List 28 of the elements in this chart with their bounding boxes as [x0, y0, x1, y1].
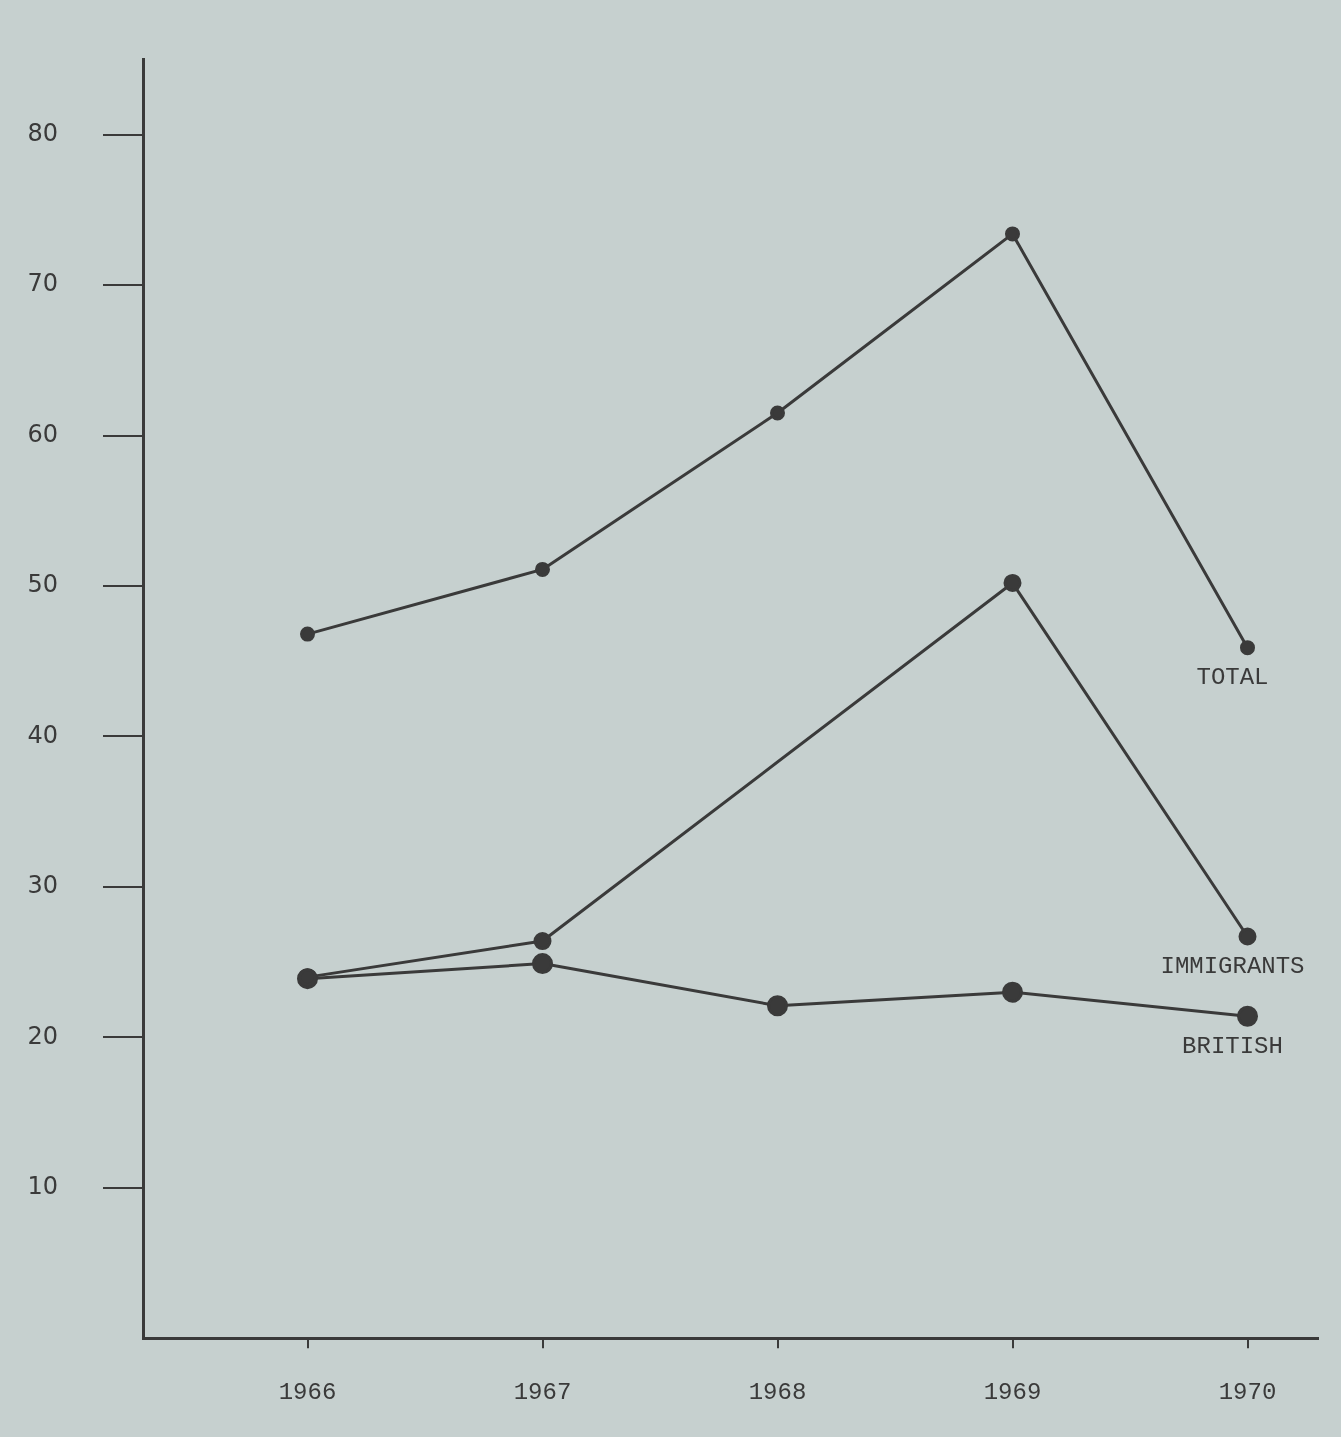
x-tick-label: 1969 [983, 1378, 1042, 1406]
point [1237, 1005, 1258, 1027]
point [532, 953, 553, 975]
point [1005, 226, 1020, 242]
point [535, 561, 550, 577]
y-tick-label: 40 [27, 720, 58, 749]
y-tick-label: 60 [27, 419, 58, 448]
point [1002, 981, 1023, 1003]
point [1003, 573, 1022, 592]
point [767, 995, 788, 1017]
x-tick-label: 1970 [1218, 1378, 1277, 1406]
series-label: BRITISH [1182, 1032, 1283, 1060]
series-label: TOTAL [1196, 664, 1269, 692]
point [533, 932, 552, 951]
series-label: IMMIGRANTS [1160, 952, 1305, 980]
point [1240, 640, 1255, 656]
point [1238, 927, 1257, 946]
y-tick-label: 10 [27, 1171, 58, 1200]
y-tick-label: 50 [27, 570, 58, 599]
point [770, 405, 785, 421]
x-tick-label: 1967 [513, 1378, 572, 1406]
y-tick-label: 70 [27, 269, 58, 298]
y-tick-label: 80 [27, 118, 58, 147]
y-tick-label: 20 [27, 1021, 58, 1050]
x-tick-label: 1968 [748, 1378, 807, 1406]
x-tick-label: 1966 [278, 1378, 337, 1406]
y-tick-label: 30 [27, 871, 58, 900]
point [300, 626, 315, 642]
